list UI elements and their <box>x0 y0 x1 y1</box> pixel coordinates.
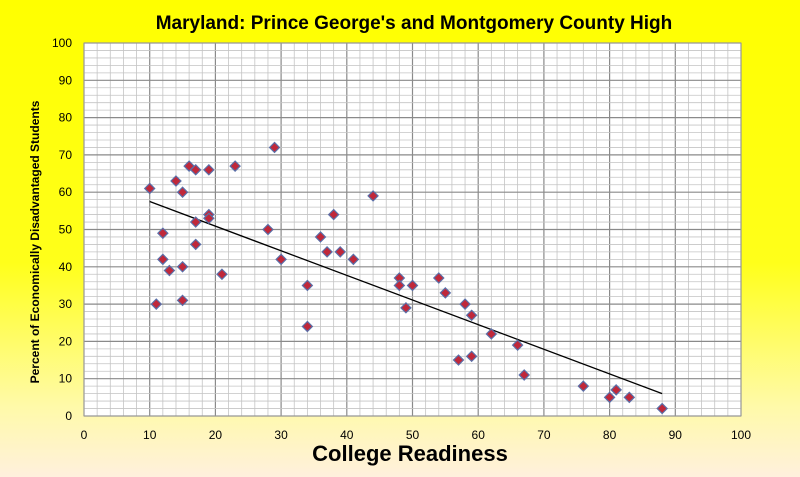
y-tick-label: 50 <box>59 223 73 237</box>
y-tick-label: 0 <box>65 409 72 423</box>
x-tick-label: 30 <box>274 428 288 442</box>
x-tick-label: 0 <box>81 428 88 442</box>
y-axis-ticks: 0 10 20 30 40 50 60 70 80 90 100 <box>52 36 72 423</box>
data-point <box>459 298 471 310</box>
data-point <box>577 380 590 393</box>
x-axis-label: College Readiness <box>312 441 508 466</box>
data-point <box>656 402 669 415</box>
data-point <box>189 163 202 176</box>
data-point <box>347 253 360 266</box>
data-point <box>262 223 274 236</box>
y-tick-label: 70 <box>59 148 73 162</box>
data-point <box>465 350 478 363</box>
data-point <box>400 301 412 314</box>
data-point <box>176 260 189 273</box>
data-point <box>393 279 406 292</box>
data-point <box>301 320 314 333</box>
data-point <box>189 238 202 251</box>
data-point <box>156 227 169 240</box>
x-tick-label: 40 <box>340 428 354 442</box>
data-point <box>156 253 169 266</box>
data-point <box>334 246 347 258</box>
trend-line <box>149 200 663 395</box>
data-point <box>623 391 636 404</box>
data-point <box>163 264 176 277</box>
data-point <box>202 212 215 225</box>
x-tick-label: 70 <box>537 428 551 442</box>
data-point <box>603 391 616 404</box>
chart-title: Maryland: Prince George's and Montgomery… <box>156 13 673 34</box>
data-point <box>518 369 531 381</box>
data-point <box>216 268 228 281</box>
data-point <box>314 231 327 243</box>
y-tick-label: 10 <box>59 372 73 386</box>
data-point <box>452 354 465 366</box>
plot-border <box>83 42 742 417</box>
data-point <box>143 182 156 195</box>
y-tick-label: 100 <box>52 36 72 50</box>
x-tick-label: 90 <box>669 428 683 442</box>
y-tick-label: 60 <box>59 185 73 199</box>
data-points <box>143 141 669 415</box>
data-point <box>176 186 189 199</box>
y-tick-label: 90 <box>59 73 73 87</box>
y-tick-label: 80 <box>59 111 73 125</box>
data-point <box>610 384 623 396</box>
grid <box>83 42 742 417</box>
data-point <box>176 294 189 307</box>
x-tick-label: 50 <box>406 428 420 442</box>
data-point <box>432 272 445 284</box>
x-axis-ticks: 0 10 20 30 40 50 60 70 80 90 100 <box>81 428 752 442</box>
y-tick-label: 30 <box>59 297 73 311</box>
data-point <box>202 163 215 176</box>
y-axis-label: Percent of Economically Disadvantaged St… <box>28 100 42 383</box>
data-point <box>150 298 163 310</box>
data-point <box>275 253 287 266</box>
data-point <box>439 287 452 299</box>
data-point <box>511 339 524 351</box>
data-point <box>170 175 182 187</box>
x-tick-label: 100 <box>731 428 751 442</box>
x-tick-label: 10 <box>143 428 157 442</box>
data-point <box>465 309 478 322</box>
data-point <box>301 279 314 292</box>
data-point <box>189 216 202 228</box>
data-point <box>485 328 498 340</box>
data-point <box>229 160 241 172</box>
data-point <box>327 208 340 221</box>
x-tick-label: 60 <box>472 428 486 442</box>
data-point <box>268 141 281 154</box>
data-point <box>367 190 379 202</box>
x-tick-label: 20 <box>209 428 223 442</box>
data-point <box>406 279 419 292</box>
x-tick-label: 80 <box>603 428 617 442</box>
y-tick-label: 40 <box>59 260 73 274</box>
y-tick-label: 20 <box>59 334 73 348</box>
data-point <box>321 246 333 258</box>
